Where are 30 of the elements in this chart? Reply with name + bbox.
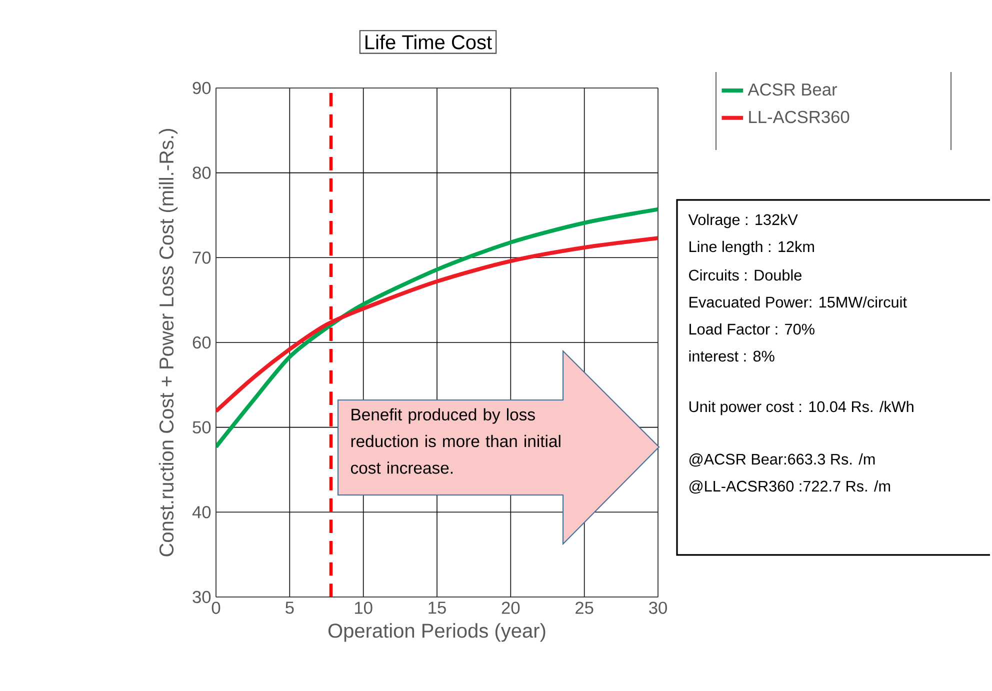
y-tick-label: 40 [192,506,211,518]
annotation: Benefit produced by loss reduction is more than initial cost increase. [350,408,560,474]
line-series [216,207,658,449]
x-tick-label: 5 [286,602,294,614]
y-tick-label: 50 [192,421,211,434]
x-tick-label: 20 [502,602,520,614]
x-axis-title: Operation Periods (year) [328,623,546,642]
legend-label: ACSR Bear [748,83,837,96]
y-tick-label: 60 [192,336,211,349]
x-tick-label: 30 [649,602,667,614]
text: @ACSR Bear:663.3 Rs. /m [689,453,875,467]
text: Volrage : 132kV [688,214,798,228]
x-tick-label: 10 [355,602,372,614]
y-tick-label: 70 [192,252,211,264]
x-tick-label: 0 [212,602,220,614]
text: Circuits : Double [689,269,802,281]
text: Evacuated Power: 15MW/circuit [690,296,907,308]
y-tick-label: 30 [192,590,211,604]
y-tick-label: 80 [192,166,211,179]
text: Line length : 12km [690,240,814,256]
x-tick-label: 25 [576,602,594,614]
text: interest : 8% [689,350,774,362]
chart-title: Life Time Cost [366,34,492,50]
text: Load Factor : 70% [690,323,814,335]
text: Unit power cost : 10.04 Rs. /kWh [689,400,914,416]
y-tick-label: 90 [192,82,211,94]
y-axis-title: Const.ruction Cost + Power Loss Cost (mill.-Rs.) [158,129,178,556]
x-tick-label: 15 [428,602,446,614]
legend-label: LL-ACSR360 [749,110,850,124]
text: @LL-ACSR360 :722.7 Rs. /m [689,480,890,494]
